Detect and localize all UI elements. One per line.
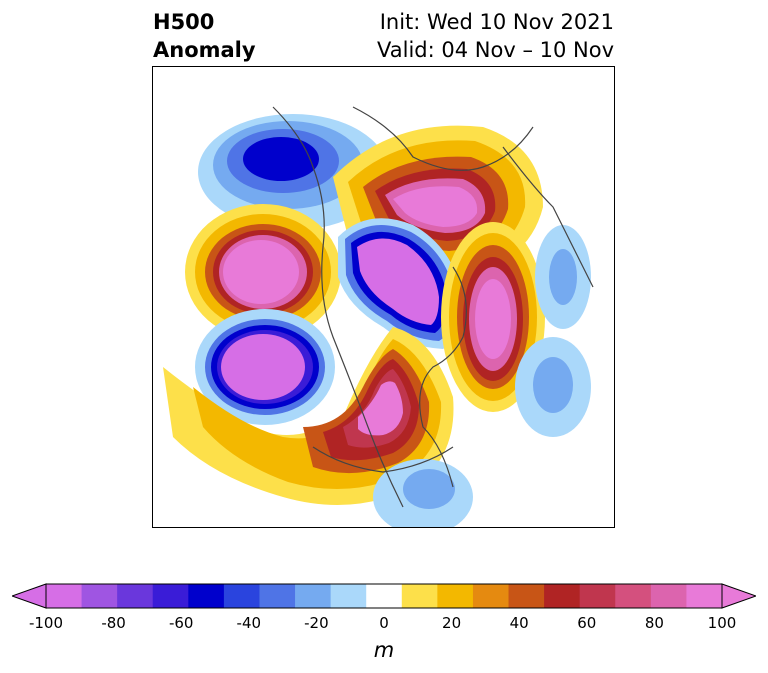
colorbar-swatch xyxy=(330,584,367,608)
colorbar-swatch xyxy=(401,584,438,608)
title-right: Init: Wed 10 Nov 2021 Valid: 04 Nov – 10… xyxy=(377,8,614,64)
colorbar-swatch xyxy=(544,584,581,608)
colorbar-graphic xyxy=(10,583,758,609)
anomaly-central-pacific-negative xyxy=(195,309,335,425)
colorbar-tick-label: 60 xyxy=(577,614,597,632)
colorbar-tick-label: 100 xyxy=(707,614,737,632)
colorbar-tick-label: 40 xyxy=(509,614,529,632)
colorbar-swatch xyxy=(615,584,652,608)
anomaly-bering-negative xyxy=(198,114,388,230)
colorbar-tick-label: 80 xyxy=(644,614,664,632)
colorbar-swatch xyxy=(188,584,225,608)
colorbar-swatch xyxy=(81,584,118,608)
valid-period: Valid: 04 Nov – 10 Nov xyxy=(377,38,614,62)
colorbar-tick-label: -40 xyxy=(236,614,262,632)
anomaly-map xyxy=(163,106,594,527)
anomaly-atlantic-positive xyxy=(441,222,545,412)
colorbar-swatch xyxy=(650,584,687,608)
colorbar-tick-label: -80 xyxy=(101,614,126,632)
anomaly-pacific-positive xyxy=(185,204,341,340)
anomaly-east-negatives xyxy=(373,225,591,527)
title-variable: H500 xyxy=(153,10,215,34)
colorbar-swatch xyxy=(579,584,616,608)
colorbar-tick-label: 0 xyxy=(379,614,389,632)
colorbar-swatch xyxy=(46,584,83,608)
colorbar-tick-label: -60 xyxy=(168,614,194,632)
colorbar-swatch xyxy=(437,584,474,608)
colorbar-extend-high xyxy=(721,583,758,609)
colorbar-swatch xyxy=(295,584,332,608)
colorbar-extend-low xyxy=(10,583,47,609)
colorbar-tick-label: -100 xyxy=(28,614,64,632)
colorbar-swatch xyxy=(152,584,189,608)
colorbar-swatch xyxy=(117,584,154,608)
coastlines xyxy=(272,106,594,508)
colorbar-swatch xyxy=(508,584,545,608)
anomaly-arctic-negative xyxy=(338,218,464,349)
map-panel xyxy=(152,66,615,528)
colorbar-swatch xyxy=(366,584,403,608)
colorbar-swatch xyxy=(223,584,260,608)
title-left: H500 Anomaly xyxy=(153,8,256,64)
colorbar-swatch xyxy=(686,584,723,608)
colorbar-swatch xyxy=(472,584,510,608)
title-field: Anomaly xyxy=(153,38,256,62)
colorbar xyxy=(10,582,758,614)
colorbar-tick-label: 20 xyxy=(442,614,462,632)
init-time: Init: Wed 10 Nov 2021 xyxy=(379,10,614,34)
colorbar-frame xyxy=(45,583,723,609)
colorbar-unit: m xyxy=(373,638,395,662)
colorbar-swatch xyxy=(259,584,296,608)
colorbar-tick-label: -20 xyxy=(304,614,329,632)
